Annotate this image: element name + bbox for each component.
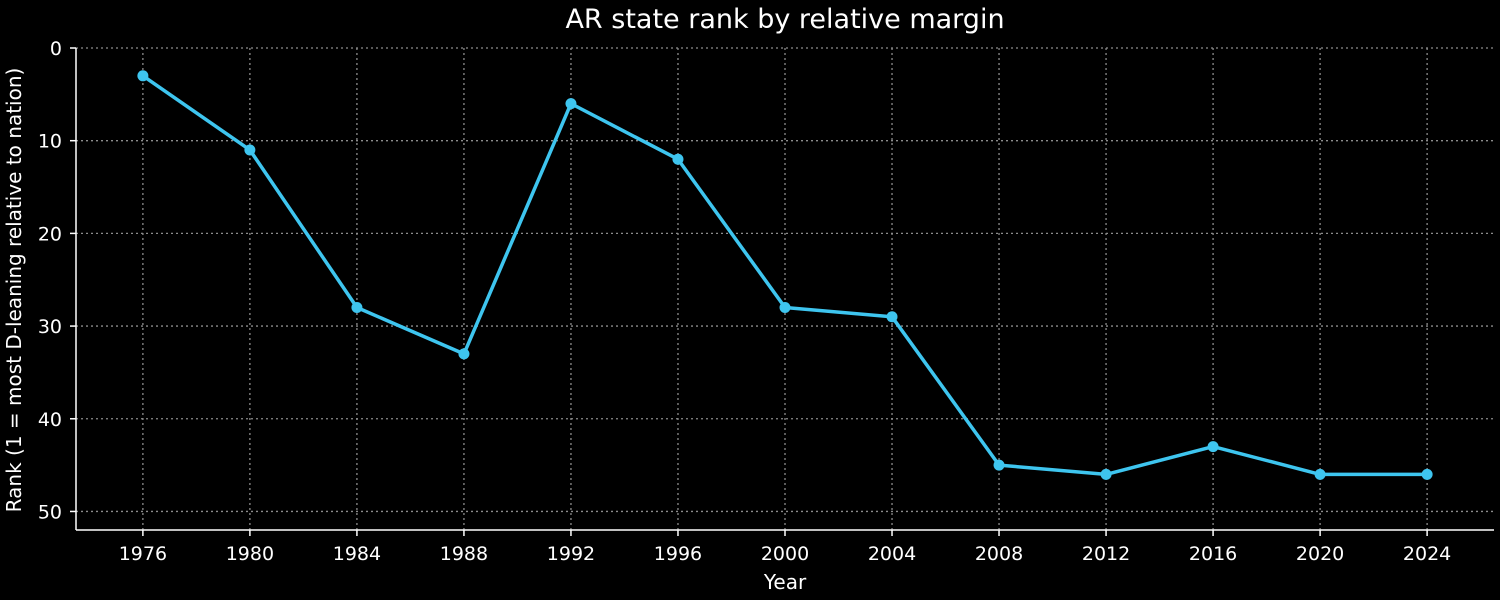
y-tick-label: 10	[38, 131, 62, 153]
grid	[76, 47, 1494, 530]
x-tick-label: 2004	[868, 543, 916, 565]
data-point	[1421, 468, 1433, 480]
x-tick-label: 1992	[547, 543, 595, 565]
series-layer	[137, 70, 1433, 480]
data-point	[1100, 468, 1112, 480]
data-point	[458, 348, 470, 360]
x-tick-label: 2008	[975, 543, 1023, 565]
x-tick-label: 2012	[1082, 543, 1130, 565]
x-tick-label: 1984	[333, 543, 381, 565]
y-tick-label: 0	[50, 38, 62, 60]
data-point	[1314, 468, 1326, 480]
chart-title: AR state rank by relative margin	[565, 4, 1004, 35]
y-tick-label: 30	[38, 316, 62, 338]
x-axis-label: Year	[763, 570, 807, 594]
y-tick-label: 40	[38, 409, 62, 431]
data-point	[672, 153, 684, 165]
x-tick-label: 2016	[1189, 543, 1237, 565]
data-point	[993, 459, 1005, 471]
x-tick-label: 2024	[1403, 543, 1451, 565]
x-tick-label: 1976	[119, 543, 167, 565]
data-point	[779, 302, 791, 314]
x-tick-label: 1980	[226, 543, 274, 565]
y-tick-label: 50	[38, 501, 62, 523]
data-point	[351, 302, 363, 314]
x-tick-label: 2000	[761, 543, 809, 565]
x-tick-label: 2020	[1296, 543, 1344, 565]
x-tick-label: 1996	[654, 543, 702, 565]
data-point	[137, 70, 149, 82]
y-tick-label: 20	[38, 223, 62, 245]
x-tick-label: 1988	[440, 543, 488, 565]
ticks: 1976 1980 1984 1988 1992 1996 2000 2004 2008 2012…	[38, 38, 1451, 565]
data-point	[886, 311, 898, 323]
y-axis-label: Rank (1 = most D-leaning relative to nat…	[2, 68, 26, 513]
data-point	[565, 98, 577, 110]
data-point	[1207, 441, 1219, 453]
data-point	[244, 144, 256, 156]
